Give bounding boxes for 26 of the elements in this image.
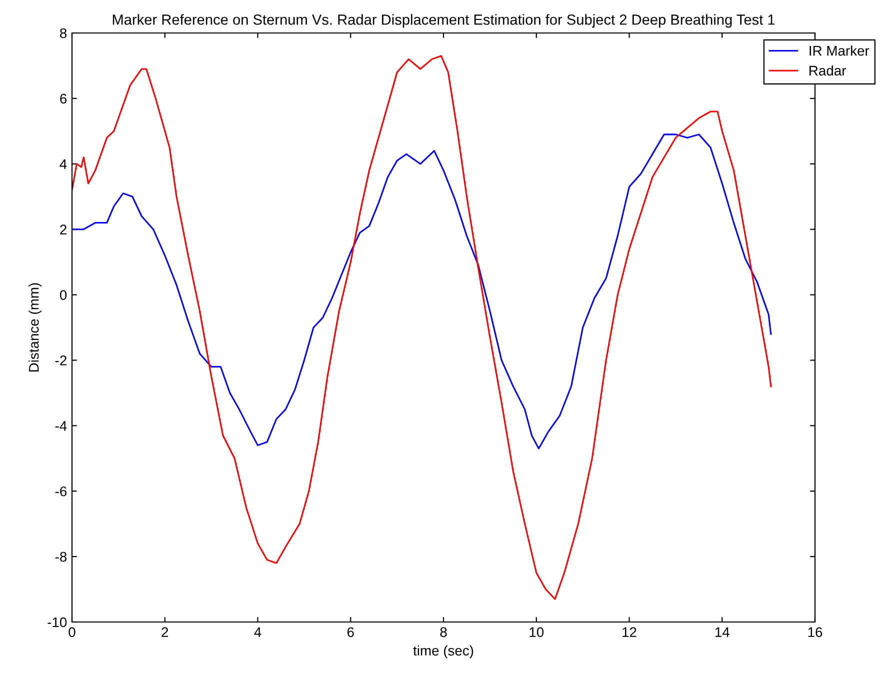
legend-label: IR Marker [810, 46, 870, 56]
y-tick-label: -8 [55, 552, 67, 562]
x-tick-label: 4 [254, 627, 262, 637]
line-series [72, 55, 772, 600]
x-tick-label: 12 [622, 627, 636, 637]
x-tick-label: 0 [68, 627, 76, 638]
line-series [72, 134, 772, 450]
x-tick-label: 2 [162, 627, 168, 637]
y-tick-label: -6 [55, 486, 67, 496]
x-tick-label: 6 [347, 627, 354, 638]
x-tick-label: 10 [530, 627, 544, 638]
y-tick-label: -10 [48, 617, 67, 628]
x-axis-title: time (sec) [413, 645, 474, 658]
x-tick-label: 14 [715, 627, 730, 637]
y-tick-label: 6 [60, 94, 67, 104]
y-axis-title: Distance (mm) [28, 283, 42, 372]
x-tick-label: 16 [808, 627, 822, 638]
x-tick-label: 8 [440, 627, 447, 638]
legend-label: Radar [810, 65, 846, 76]
y-tick-label: 8 [60, 28, 67, 38]
y-tick-label: 2 [60, 224, 66, 234]
y-tick-label: -4 [55, 421, 67, 431]
y-tick-label: 4 [60, 159, 67, 169]
chart-title: Marker Reference on Sternum Vs. Radar Displacement Estimation for Subject 2 Deep Breathing Test 1 [112, 14, 775, 28]
y-tick-label: 0 [60, 290, 67, 300]
y-tick-label: -2 [55, 356, 66, 366]
